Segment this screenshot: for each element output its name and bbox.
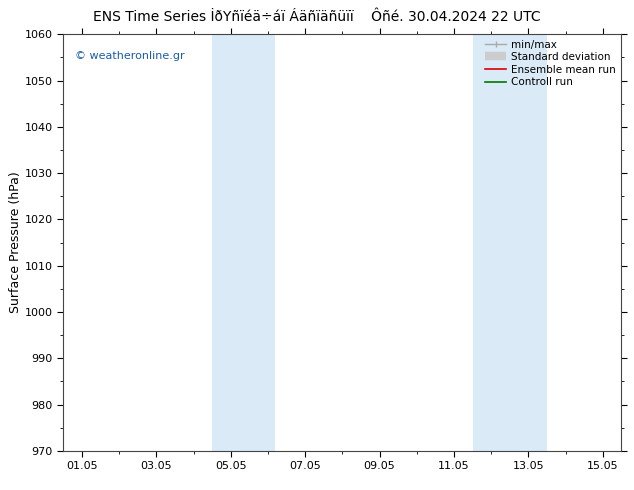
Text: ENS Time Series İðYñïéä÷áï Áäñïäñüïï    Ôñé. 30.04.2024 22 UTC: ENS Time Series İðYñïéä÷áï Áäñïäñüïï Ôñé… <box>93 10 541 24</box>
Y-axis label: Surface Pressure (hPa): Surface Pressure (hPa) <box>9 172 22 314</box>
Bar <box>472 34 547 451</box>
Bar <box>212 34 275 451</box>
Text: © weatheronline.gr: © weatheronline.gr <box>75 51 184 61</box>
Legend: min/max, Standard deviation, Ensemble mean run, Controll run: min/max, Standard deviation, Ensemble me… <box>483 37 618 89</box>
